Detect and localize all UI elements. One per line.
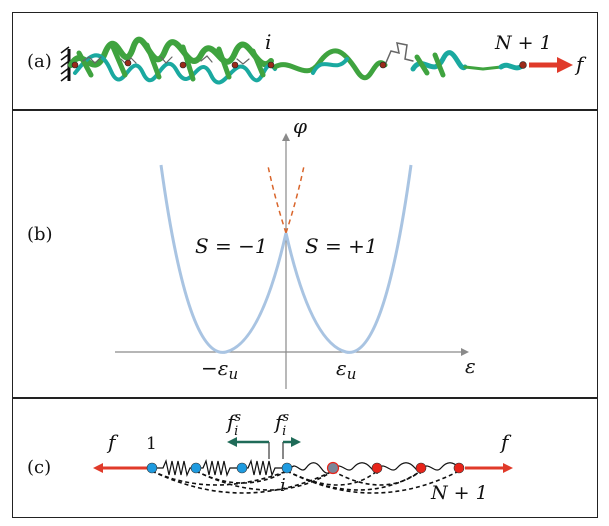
node-6 <box>371 462 383 474</box>
left-well-curve <box>159 164 288 354</box>
long-range-links <box>151 470 460 494</box>
left-well-label: S = −1 <box>195 234 268 258</box>
panel-b: (b) φ ε S = −1 S = +1 −εu εu <box>12 110 598 398</box>
y-axis-label: φ <box>293 114 307 138</box>
panel-c-label: (c) <box>27 457 52 478</box>
node-7 <box>415 462 427 474</box>
node-last <box>453 462 465 474</box>
panel-b-label: (b) <box>27 224 53 245</box>
x-axis-label: ε <box>465 354 476 378</box>
spin-force-left-label: fs i <box>225 410 241 439</box>
spin-force-arrows <box>227 437 301 459</box>
node-3 <box>236 462 248 474</box>
right-min-label: εu <box>336 356 356 383</box>
node-i-label: i <box>265 30 271 54</box>
right-well-curve <box>284 164 413 354</box>
dashed-continuation <box>267 165 305 234</box>
node-i <box>281 462 293 474</box>
protein-ribbon-icon <box>68 36 526 85</box>
node-i-label: i <box>280 475 286 496</box>
node-transition <box>326 461 340 475</box>
right-force-arrow <box>465 463 513 473</box>
left-force-label: f <box>106 430 119 454</box>
last-node-label: N + 1 <box>430 482 488 504</box>
first-node-label: 1 <box>146 434 157 454</box>
node-2 <box>190 462 202 474</box>
left-force-arrow <box>93 463 147 473</box>
spring-chain-figure: f f <box>93 410 513 504</box>
panel-a-label: (a) <box>27 51 52 72</box>
chain-nodes <box>71 59 527 69</box>
right-well-label: S = +1 <box>305 234 378 258</box>
protein-chain-figure: i N + 1 f <box>60 30 587 85</box>
end-node-label: N + 1 <box>494 32 552 54</box>
hatched-wall-icon <box>60 46 71 82</box>
energy-landscape-plot: φ ε S = −1 S = +1 −εu εu <box>115 114 476 389</box>
spin-force-right-label: fs i <box>273 410 289 439</box>
left-min-label: −εu <box>201 356 238 383</box>
right-force-label: f <box>499 430 512 454</box>
plot-axes <box>115 133 469 389</box>
pulling-force-arrow <box>529 57 573 73</box>
panel-c: (c) f f <box>12 398 598 518</box>
panel-a: (a) <box>12 12 598 110</box>
node-1 <box>146 462 158 474</box>
force-label: f <box>574 52 587 76</box>
chain-nodes <box>146 461 465 475</box>
